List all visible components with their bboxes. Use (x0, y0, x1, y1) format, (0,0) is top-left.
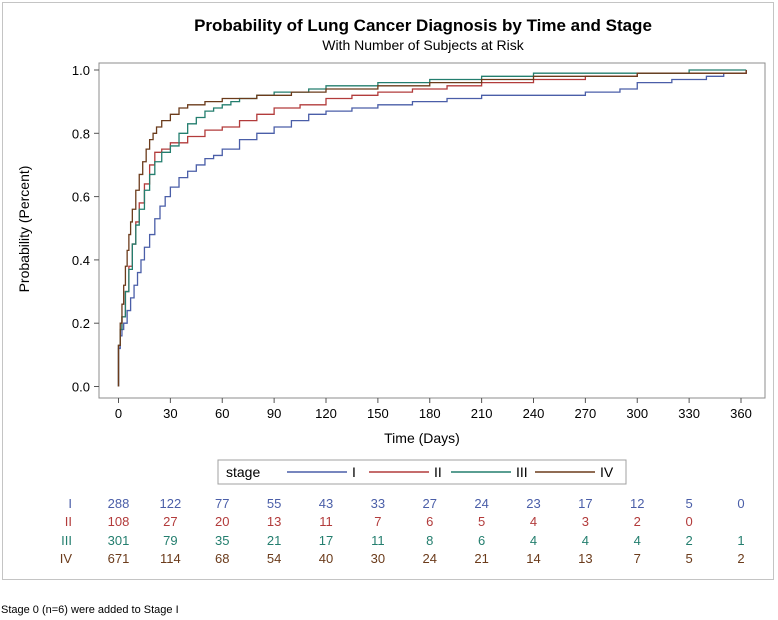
x-tick-label: 0 (115, 406, 122, 421)
risk-count: 24 (423, 551, 437, 566)
risk-count: 1 (737, 533, 744, 548)
risk-count: 2 (634, 514, 641, 529)
chart-subtitle: With Number of Subjects at Risk (322, 37, 525, 53)
x-tick-label: 240 (523, 406, 545, 421)
y-tick-label: 0.8 (72, 126, 90, 141)
legend: stage I II III IV (217, 459, 627, 485)
risk-count: 7 (634, 551, 641, 566)
risk-count: 8 (426, 533, 433, 548)
risk-count: 4 (582, 533, 589, 548)
y-tick-label: 0.0 (72, 380, 90, 395)
risk-count: 21 (267, 533, 281, 548)
y-axis: 0.0 0.2 0.4 0.6 0.8 1.0 (72, 63, 99, 395)
risk-count: 14 (526, 551, 540, 566)
series-line-stage-IV (117, 70, 747, 387)
risk-count: 0 (737, 496, 744, 511)
x-tick-label: 120 (315, 406, 337, 421)
plot-area (98, 62, 766, 399)
y-tick-label: 0.2 (72, 316, 90, 331)
risk-count: 6 (478, 533, 485, 548)
risk-count: 21 (474, 551, 488, 566)
legend-label-stage-III: III (516, 464, 528, 480)
series-line-stage-I (117, 70, 747, 387)
x-tick-label: 30 (163, 406, 177, 421)
risk-count: 301 (108, 533, 130, 548)
risk-count: 4 (634, 533, 641, 548)
risk-count: 17 (578, 496, 592, 511)
at-risk-table: I 288 122 77 55 43 33 27 24 23 17 12 5 0II 108 27 20 13 11… (60, 496, 745, 566)
risk-count: 13 (578, 551, 592, 566)
chart-frame (2, 2, 774, 580)
risk-count: 5 (686, 496, 693, 511)
risk-count: 27 (423, 496, 437, 511)
risk-count: 40 (319, 551, 333, 566)
x-tick-label: 180 (419, 406, 441, 421)
risk-count: 12 (630, 496, 644, 511)
risk-count: 7 (374, 514, 381, 529)
risk-count: 4 (530, 533, 537, 548)
risk-count: 27 (163, 514, 177, 529)
x-axis-label: Time (Days) (384, 430, 460, 446)
legend-title: stage (226, 464, 260, 480)
risk-count: 108 (108, 514, 130, 529)
risk-count: 2 (686, 533, 693, 548)
x-tick-label: 300 (626, 406, 648, 421)
risk-row-label-I: I (68, 496, 72, 511)
risk-count: 11 (319, 514, 333, 529)
risk-count: 35 (215, 533, 229, 548)
survival-chart: Probability of Lung Cancer Diagnosis by … (16, 16, 766, 566)
risk-count: 79 (163, 533, 177, 548)
risk-row-label-III: III (61, 533, 72, 548)
risk-count: 54 (267, 551, 281, 566)
risk-count: 5 (478, 514, 485, 529)
risk-count: 288 (108, 496, 130, 511)
risk-row-label-II: II (65, 514, 72, 529)
risk-count: 122 (160, 496, 182, 511)
risk-count: 11 (371, 533, 385, 548)
risk-count: 13 (267, 514, 281, 529)
risk-row-label-IV: IV (60, 551, 73, 566)
risk-count: 114 (160, 551, 181, 566)
risk-count: 671 (108, 551, 130, 566)
chart-figure: Probability of Lung Cancer Diagnosis by … (2, 2, 774, 580)
risk-count: 43 (319, 496, 333, 511)
legend-label-stage-I: I (352, 464, 356, 480)
risk-count: 2 (737, 551, 744, 566)
risk-count: 20 (215, 514, 229, 529)
risk-count: 23 (526, 496, 540, 511)
risk-count: 0 (686, 514, 693, 529)
x-tick-label: 270 (575, 406, 597, 421)
risk-count: 5 (686, 551, 693, 566)
risk-count: 68 (215, 551, 229, 566)
x-tick-label: 150 (367, 406, 389, 421)
risk-count: 33 (371, 496, 385, 511)
x-tick-label: 90 (267, 406, 281, 421)
series-line-stage-III (117, 69, 747, 387)
x-axis: 0 30 60 90 120 150 180 210 240 270 300 330 360 (115, 398, 752, 421)
risk-count: 24 (474, 496, 488, 511)
risk-count: 6 (426, 514, 433, 529)
footnote: Stage 0 (n=6) were added to Stage I (1, 604, 179, 616)
series-lines (117, 69, 747, 387)
y-tick-label: 0.6 (72, 190, 90, 205)
x-tick-label: 210 (471, 406, 493, 421)
x-tick-label: 360 (730, 406, 752, 421)
risk-count: 55 (267, 496, 281, 511)
risk-count: 77 (215, 496, 229, 511)
legend-label-stage-IV: IV (600, 464, 614, 480)
x-tick-label: 330 (678, 406, 700, 421)
risk-count: 30 (371, 551, 385, 566)
legend-label-stage-II: II (434, 464, 442, 480)
risk-count: 4 (530, 514, 537, 529)
y-tick-label: 0.4 (72, 253, 90, 268)
y-tick-label: 1.0 (72, 63, 90, 78)
chart-title: Probability of Lung Cancer Diagnosis by … (194, 16, 652, 35)
y-axis-label: Probability (Percent) (16, 166, 32, 293)
risk-count: 3 (582, 514, 589, 529)
x-tick-label: 60 (215, 406, 229, 421)
risk-count: 17 (319, 533, 333, 548)
